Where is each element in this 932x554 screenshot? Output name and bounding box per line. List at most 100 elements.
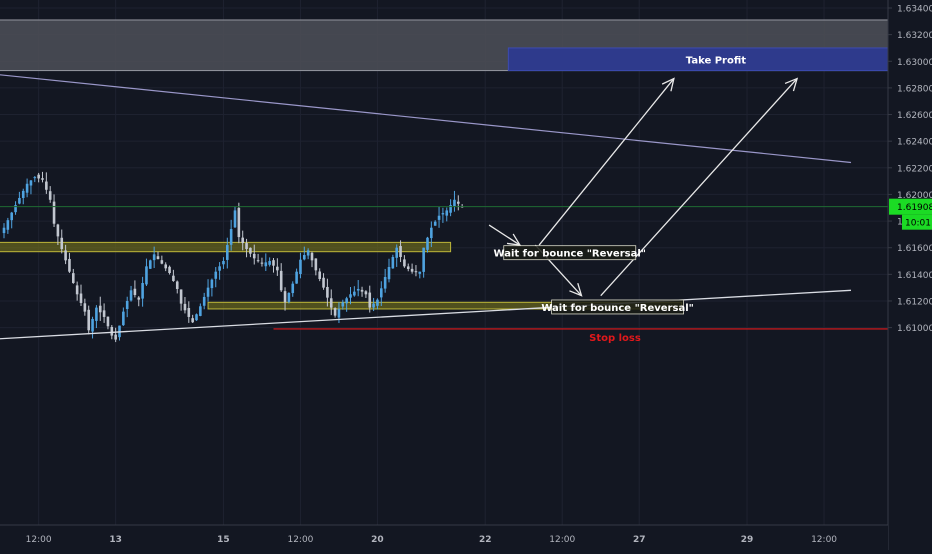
candle-body [333,308,337,316]
price-axis-label: 1.62800 [897,84,932,94]
candle-body [237,207,241,238]
candle-body [395,247,398,258]
candle-body [418,271,422,274]
price-axis-label: 1.62400 [897,138,932,148]
candle-body [156,256,160,260]
candles [2,171,464,343]
bar-countdown-badge [902,214,932,230]
price-axis-label: 1.61000 [897,324,932,334]
candle-body [229,229,233,245]
plot-area[interactable] [0,0,890,525]
candle-body [183,303,187,311]
candle-body [279,270,283,291]
candle-body [125,300,129,310]
candle-body [345,298,348,304]
candle-body [106,316,110,327]
candle-body [356,288,360,291]
time-axis-label: 22 [479,535,492,545]
candle-body [437,215,441,220]
candle-body [52,201,56,224]
candle-body [48,191,52,200]
candle-body [79,293,83,303]
candle-body [403,259,406,267]
candle-body [45,181,48,190]
candle-body [218,266,221,271]
candle-body [60,237,64,250]
candle-body [360,289,364,292]
candle-body [329,298,333,308]
candle-body [426,237,429,250]
price-axis-label: 1.61200 [897,297,932,307]
candle-body [310,252,314,261]
price-axis-label: 1.63400 [897,4,932,14]
candle-body [410,268,414,272]
candle-body [372,303,375,308]
candle-body [326,286,329,298]
candle-body [353,291,356,296]
candle-body [252,253,256,259]
candle-body [133,288,137,295]
time-axis-label: 27 [633,535,646,545]
candle-body [95,307,98,321]
candle-body [10,212,13,221]
projection-arrow [488,224,522,246]
candle-body [168,266,171,274]
candle-body [160,260,164,264]
bar-countdown: 10:01 [905,219,931,229]
candle-body [226,245,229,260]
candle-body [376,299,379,306]
candle-body [75,285,79,295]
candle-body [276,266,279,271]
candle-body [299,259,302,275]
time-axis-label: 12:00 [549,535,575,545]
candle-body [433,221,437,226]
candle-body [68,258,71,272]
candle-body [291,283,295,294]
candle-body [441,213,445,215]
arrow-shaft [488,224,521,246]
zone-label-box [551,299,684,315]
candle-body [306,250,310,256]
arrow-shaft [538,78,675,246]
candle-body [256,260,260,262]
candle-body [114,334,117,340]
candle-body [41,178,44,180]
candle-body [406,266,410,270]
candle-body [175,281,179,289]
arrow-head [569,282,583,297]
candle-body [387,267,391,280]
candle-body [33,177,37,179]
candle-body [102,310,106,317]
candle-body [83,303,87,312]
current-price-badge [889,198,932,215]
price-axis-label: 1.61600 [897,244,932,254]
candle-body [249,247,252,254]
projection-arrow [538,77,675,246]
arrow-head [784,77,799,92]
candle-body [245,243,248,250]
descending-trendline [0,74,852,164]
candle-body [380,288,383,298]
price-axis-label: 1.62000 [897,191,932,201]
time-axis-label: 12:00 [26,535,52,545]
candle-body [264,262,268,267]
candle-body [337,308,341,318]
candle-body [87,309,90,331]
candle-body [98,305,102,313]
candle-body [233,210,237,228]
candle-body [214,271,218,279]
candle-body [25,183,29,193]
candle-body [56,224,60,237]
price-axis-label: 1.63200 [897,31,932,41]
candle-body [14,205,17,213]
zone-label-box [503,245,637,261]
arrow-head [506,233,522,246]
price-axis-label: 1.61400 [897,271,932,281]
candle-body [29,180,33,186]
candle-body [368,292,372,308]
time-axis-label: 20 [371,535,384,545]
candle-body [6,220,10,230]
